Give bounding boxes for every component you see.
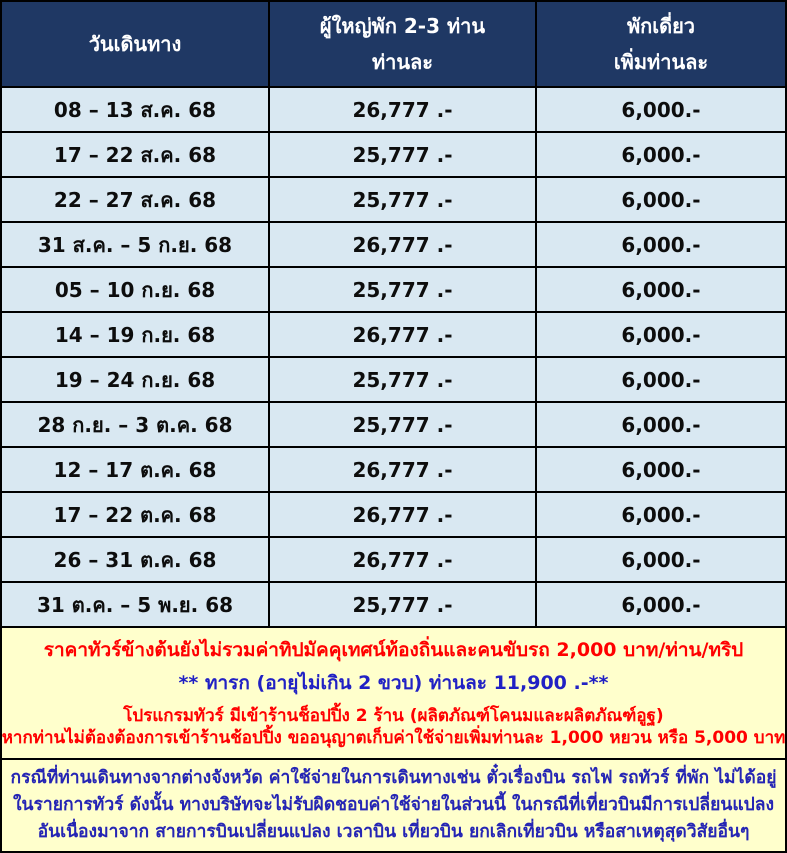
table-row: 17 – 22 ส.ค. 68 25,777 .- 6,000.- — [2, 133, 785, 178]
date-cell: 08 – 13 ส.ค. 68 — [2, 88, 270, 133]
adult-price-cell: 26,777 .- — [270, 538, 537, 583]
shopping-note-2: หากท่านไม่ต้องต้องการเข้าร้านช้อปปิ้ง ขอ… — [1, 727, 786, 748]
table-row: 26 – 31 ต.ค. 68 26,777 .- 6,000.- — [2, 538, 785, 583]
table-row: 12 – 17 ต.ค. 68 26,777 .- 6,000.- — [2, 448, 785, 493]
single-supplement-cell: 6,000.- — [537, 448, 785, 493]
date-cell: 31 ส.ค. – 5 ก.ย. 68 — [2, 223, 270, 268]
single-supplement-cell: 6,000.- — [537, 583, 785, 628]
date-cell: 12 – 17 ต.ค. 68 — [2, 448, 270, 493]
date-cell: 17 – 22 ต.ค. 68 — [2, 493, 270, 538]
table-row: 14 – 19 ก.ย. 68 26,777 .- 6,000.- — [2, 313, 785, 358]
date-cell: 31 ต.ค. – 5 พ.ย. 68 — [2, 583, 270, 628]
single-supplement-cell: 6,000.- — [537, 538, 785, 583]
adult-price-cell: 26,777 .- — [270, 448, 537, 493]
single-supplement-cell: 6,000.- — [537, 493, 785, 538]
header-single-supplement-line2: เพิ่มท่านละ — [613, 50, 709, 74]
single-supplement-cell: 6,000.- — [537, 133, 785, 178]
adult-price-cell: 26,777 .- — [270, 313, 537, 358]
table-row: 31 ต.ค. – 5 พ.ย. 68 25,777 .- 6,000.- — [2, 583, 785, 628]
infant-note: ** ทารก (อายุไม่เกิน 2 ขวบ) ท่านละ 11,90… — [178, 672, 609, 695]
table-row: 28 ก.ย. – 3 ต.ค. 68 25,777 .- 6,000.- — [2, 403, 785, 448]
single-supplement-cell: 6,000.- — [537, 358, 785, 403]
single-supplement-cell: 6,000.- — [537, 403, 785, 448]
adult-price-cell: 25,777 .- — [270, 583, 537, 628]
header-adult-price-line2: ท่านละ — [371, 50, 434, 74]
table-row: 22 – 27 ส.ค. 68 25,777 .- 6,000.- — [2, 178, 785, 223]
date-cell: 17 – 22 ส.ค. 68 — [2, 133, 270, 178]
header-single-supplement-line1: พักเดี่ยว — [626, 14, 696, 38]
date-cell: 05 – 10 ก.ย. 68 — [2, 268, 270, 313]
disclaimer-section: กรณีที่ท่านเดินทางจากต่างจังหวัด ค่าใช้จ… — [2, 760, 785, 851]
table-row: 17 – 22 ต.ค. 68 26,777 .- 6,000.- — [2, 493, 785, 538]
adult-price-cell: 25,777 .- — [270, 133, 537, 178]
header-departure-date: วันเดินทาง — [2, 2, 270, 88]
single-supplement-cell: 6,000.- — [537, 178, 785, 223]
adult-price-cell: 25,777 .- — [270, 178, 537, 223]
table-row: 05 – 10 ก.ย. 68 25,777 .- 6,000.- — [2, 268, 785, 313]
shopping-note-1: โปรแกรมทัวร์ มีเข้าร้านช็อปปิ้ง 2 ร้าน (… — [123, 705, 664, 726]
table-row: 08 – 13 ส.ค. 68 26,777 .- 6,000.- — [2, 88, 785, 133]
disclaimer-text: กรณีที่ท่านเดินทางจากต่างจังหวัด ค่าใช้จ… — [10, 768, 777, 842]
adult-price-cell: 26,777 .- — [270, 88, 537, 133]
date-cell: 26 – 31 ต.ค. 68 — [2, 538, 270, 583]
adult-price-cell: 26,777 .- — [270, 223, 537, 268]
adult-price-cell: 25,777 .- — [270, 268, 537, 313]
notes-section: ราคาทัวร์ข้างต้นยังไม่รวมค่าทิปมัคคุเทศน… — [2, 628, 785, 760]
adult-price-cell: 25,777 .- — [270, 403, 537, 448]
adult-price-cell: 26,777 .- — [270, 493, 537, 538]
single-supplement-cell: 6,000.- — [537, 313, 785, 358]
table-header-row: วันเดินทาง ผู้ใหญ่พัก 2-3 ท่าน ท่านละ พั… — [2, 2, 785, 88]
tip-note: ราคาทัวร์ข้างต้นยังไม่รวมค่าทิปมัคคุเทศน… — [43, 639, 744, 662]
single-supplement-cell: 6,000.- — [537, 268, 785, 313]
table-row: 31 ส.ค. – 5 ก.ย. 68 26,777 .- 6,000.- — [2, 223, 785, 268]
header-single-supplement: พักเดี่ยว เพิ่มท่านละ — [537, 2, 785, 88]
table-row: 19 – 24 ก.ย. 68 25,777 .- 6,000.- — [2, 358, 785, 403]
header-adult-price: ผู้ใหญ่พัก 2-3 ท่าน ท่านละ — [270, 2, 537, 88]
adult-price-cell: 25,777 .- — [270, 358, 537, 403]
header-adult-price-line1: ผู้ใหญ่พัก 2-3 ท่าน — [319, 14, 486, 38]
date-cell: 19 – 24 ก.ย. 68 — [2, 358, 270, 403]
date-cell: 14 – 19 ก.ย. 68 — [2, 313, 270, 358]
single-supplement-cell: 6,000.- — [537, 88, 785, 133]
date-cell: 22 – 27 ส.ค. 68 — [2, 178, 270, 223]
header-departure-date-label: วันเดินทาง — [88, 32, 182, 56]
date-cell: 28 ก.ย. – 3 ต.ค. 68 — [2, 403, 270, 448]
single-supplement-cell: 6,000.- — [537, 223, 785, 268]
